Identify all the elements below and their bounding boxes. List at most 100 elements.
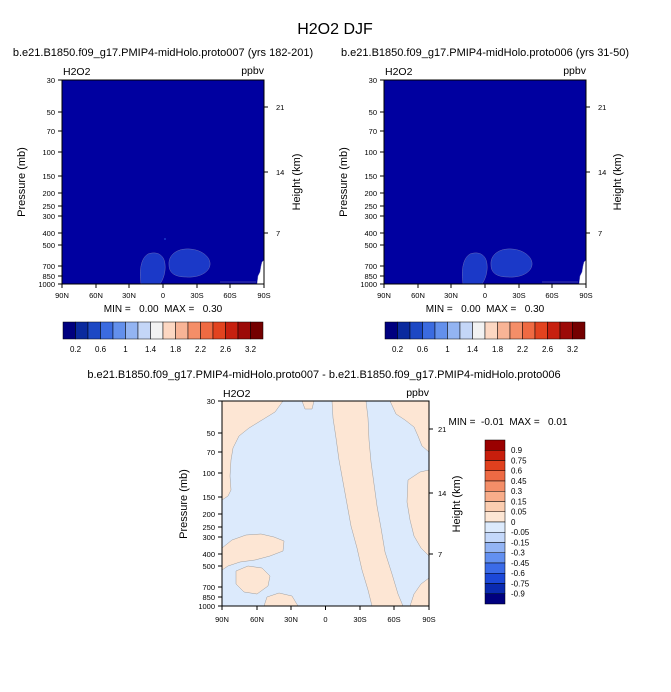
panel-2-left-axis: 30 50 70 100 150 200 250 300 400 500 700… <box>338 76 384 289</box>
panel-1-y2tick-0: 21 <box>276 103 284 112</box>
panel-1-contour-speck <box>164 238 166 240</box>
panel-1-xtick-2: 30N <box>122 291 136 300</box>
panel-3-colorbar-swatch <box>484 439 506 451</box>
panel-2-xtick-6: 90S <box>579 291 592 300</box>
panel-3-colorbar-label: 0.15 <box>511 497 527 506</box>
panel-2-plot-area <box>383 79 587 285</box>
panel-2-colorbar-label: 2.2 <box>517 345 529 354</box>
panel-3-colorbar-swatch <box>484 573 506 584</box>
panel-1-ytick-4: 150 <box>42 172 55 181</box>
panel-2-ytick-4: 150 <box>364 172 377 181</box>
panel-2-right-label: ppbv <box>563 65 587 77</box>
panel-3-xtick-2: 30N <box>284 615 298 624</box>
panel-3-colorbar: 0.9 0.75 0.6 0.45 0.3 0.15 0.05 0 -0.05 … <box>484 439 530 605</box>
panel-2-ytick-9: 500 <box>364 241 377 250</box>
panel-3-contour-positive-3 <box>235 565 271 595</box>
panel-1-colorbar: 0.2 0.6 1 1.4 1.8 2.2 2.6 3.2 <box>62 321 264 354</box>
panel-2-colorbar-swatch <box>509 321 523 340</box>
panel-3-y2tick-0: 21 <box>438 425 446 434</box>
panel-2-title: b.e21.B1850.f09_g17.PMIP4-midHolo.proto0… <box>341 47 629 59</box>
panel-1-colorbar-swatch <box>75 321 89 340</box>
panel-1-left-label: H2O2 <box>63 66 91 78</box>
panel-1-colorbar-swatch <box>100 321 114 340</box>
panel-1-colorbar-label: 0.6 <box>95 345 107 354</box>
panel-3-ytick-8: 400 <box>202 550 215 559</box>
panel-3-colorbar-swatch <box>484 583 506 594</box>
panel-3-ytick-0: 30 <box>207 397 215 406</box>
panel-2-ytick-5: 200 <box>364 189 377 198</box>
panel-3-contour-positive-4 <box>263 592 299 606</box>
panel-1-xtick-3: 0 <box>161 291 165 300</box>
panel-2-colorbar-label: 1 <box>445 345 450 354</box>
panel-1-ytick-9: 500 <box>42 241 55 250</box>
panel-1-colorbar-label: 3.2 <box>245 345 257 354</box>
panel-2-y2tick-2: 7 <box>598 229 602 238</box>
panel-3-colorbar-label: -0.3 <box>511 549 525 558</box>
panel-3: b.e21.B1850.f09_g17.PMIP4-midHolo.proto0… <box>87 369 568 624</box>
panel-2-xtick-3: 0 <box>483 291 487 300</box>
panel-2-colorbar-swatch <box>384 321 398 340</box>
panel-2-ytick-1: 50 <box>369 108 377 117</box>
panel-1-colorbar-label: 2.6 <box>220 345 232 354</box>
panel-1-colorbar-swatch <box>150 321 164 340</box>
panel-3-colorbar-swatch <box>484 491 506 502</box>
panel-2-colorbar-swatch <box>434 321 448 340</box>
panel-3-colorbar-swatch <box>484 532 506 543</box>
panel-3-contour-positive-1 <box>222 401 284 501</box>
panel-1-colorbar-swatch <box>162 321 176 340</box>
panel-3-y2tick-2: 7 <box>438 550 442 559</box>
panel-1-colorbar-swatch <box>250 321 264 340</box>
panel-3-right-axis: 21 14 7 Height (km) <box>429 425 463 559</box>
panel-2-colorbar: 0.2 0.6 1 1.4 1.8 2.2 2.6 3.2 <box>384 321 586 354</box>
panel-1-colorbar-label: 1 <box>123 345 128 354</box>
panel-2-ytick-10: 700 <box>364 262 377 271</box>
panel-3-ytick-10: 700 <box>202 583 215 592</box>
panel-2-xtick-0: 90N <box>377 291 391 300</box>
panel-3-contour-positive-8 <box>409 577 429 606</box>
panel-1-title: b.e21.B1850.f09_g17.PMIP4-midHolo.proto0… <box>13 47 313 59</box>
panel-1-contour-blob-1 <box>140 252 166 284</box>
panel-2-right-axis: 21 14 7 Height (km) <box>586 103 624 238</box>
panel-3-colorbar-label: -0.9 <box>511 590 525 599</box>
panel-2-colorbar-swatch <box>522 321 536 340</box>
panel-1-colorbar-swatch <box>175 321 189 340</box>
panel-1-colorbar-swatch <box>225 321 239 340</box>
panel-3-colorbar-label: 0 <box>511 518 516 527</box>
panel-2-ytick-2: 70 <box>369 127 377 136</box>
panel-1-xtick-5: 60S <box>223 291 236 300</box>
panel-2-y2label: Height (km) <box>612 154 624 211</box>
panel-3-ytick-6: 250 <box>202 523 215 532</box>
panel-3-y2label: Height (km) <box>451 476 463 533</box>
panel-1-colorbar-swatch <box>200 321 214 340</box>
panel-3-ytick-9: 500 <box>202 562 215 571</box>
panel-2-contour-blob-1 <box>462 252 488 284</box>
panel-3-colorbar-swatch <box>484 460 506 471</box>
panel-2-ytick-12: 1000 <box>360 280 377 289</box>
panel-1-ytick-5: 200 <box>42 189 55 198</box>
panel-3-ytick-1: 50 <box>207 429 215 438</box>
panel-3-colorbar-swatch <box>484 542 506 553</box>
panel-1-xtick-0: 90N <box>55 291 69 300</box>
panel-3-colorbar-swatch <box>484 521 506 533</box>
panel-1-ytick-1: 50 <box>47 108 55 117</box>
panel-1-colorbar-swatch <box>62 321 76 340</box>
panel-1-colorbar-label: 1.8 <box>170 345 182 354</box>
panel-3-xtick-1: 60N <box>250 615 264 624</box>
panel-3-contour-positive-2 <box>222 533 285 571</box>
panel-3-ytick-5: 200 <box>202 510 215 519</box>
panel-2-field-background <box>384 80 586 284</box>
panel-1-ytick-6: 250 <box>42 202 55 211</box>
panel-2-colorbar-swatch <box>422 321 436 340</box>
panel-2-colorbar-swatch <box>472 321 486 340</box>
panel-3-stats: MIN = -0.01 MAX = 0.01 <box>449 417 568 428</box>
panel-3-colorbar-swatch <box>484 480 506 492</box>
panel-1-colorbar-swatch <box>137 321 151 340</box>
panel-1-y2tick-2: 7 <box>276 229 280 238</box>
panel-3-xtick-3: 0 <box>323 615 327 624</box>
panel-2-x-axis: 90N 60N 30N 0 30S 60S 90S <box>377 284 593 300</box>
panel-1-colorbar-swatch <box>112 321 126 340</box>
panel-2-colorbar-label: 0.6 <box>417 345 429 354</box>
panel-2-colorbar-label: 1.8 <box>492 345 504 354</box>
panel-2-colorbar-swatch <box>547 321 561 340</box>
